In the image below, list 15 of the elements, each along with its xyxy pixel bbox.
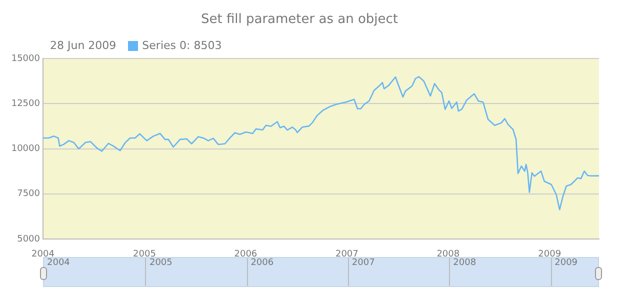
range-selector: 2004 2005 2006 2007 2008 2009 <box>43 257 599 287</box>
text: 28 Jun 2009 <box>50 39 116 52</box>
chart-title: Set fill parameter as an object <box>200 12 398 28</box>
x-tick-label: 2009 <box>538 250 562 260</box>
x-tick-label: 2007 <box>335 250 358 260</box>
y-tick-label: 7500 <box>17 189 40 200</box>
x-tick-label: 2005 <box>133 250 156 260</box>
y-tick-label: 5000 <box>17 234 40 244</box>
y-tick-label: 10000 <box>11 144 40 154</box>
x-tick-label: 2006 <box>234 250 258 260</box>
y-tick-label: 15000 <box>11 54 40 64</box>
x-tick-label: 2008 <box>436 250 460 260</box>
legend-label: Series 0: 8503 <box>142 39 222 52</box>
x-tick-label: 2004 <box>32 250 55 260</box>
y-tick-label: 12500 <box>11 99 40 110</box>
